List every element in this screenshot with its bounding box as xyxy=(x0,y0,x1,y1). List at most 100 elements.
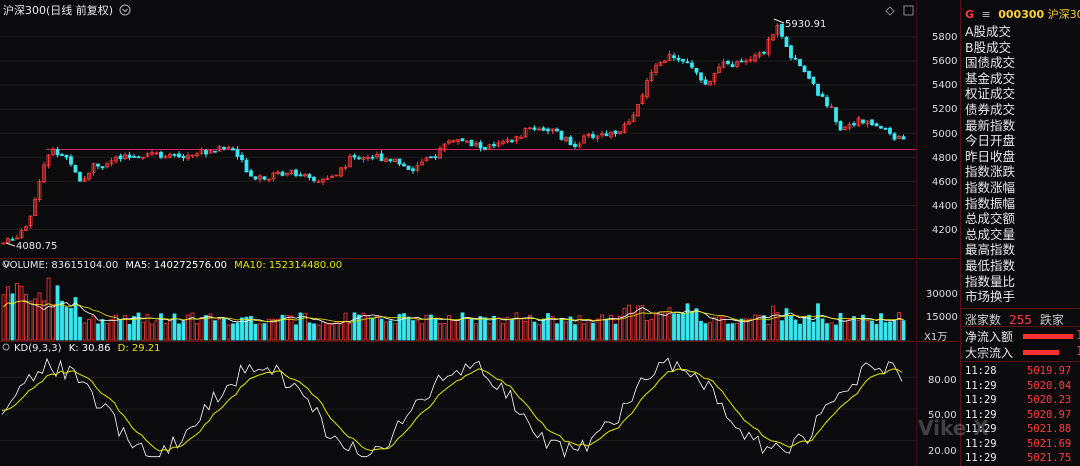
candle xyxy=(123,154,127,159)
volume-bar xyxy=(478,316,483,341)
k-label: K: 30.86 xyxy=(69,343,111,354)
candle xyxy=(483,146,487,150)
volume-bar xyxy=(204,315,208,341)
chart-title: 沪深300(日线 前复权) xyxy=(3,3,113,17)
candle xyxy=(717,66,721,74)
volume-bar xyxy=(816,303,820,341)
candle xyxy=(510,140,514,143)
volume-bars[interactable] xyxy=(1,277,906,341)
volume-bar xyxy=(271,318,276,341)
volume-bar xyxy=(780,320,784,341)
chevron-down-icon[interactable] xyxy=(119,4,131,16)
volume-bar xyxy=(879,313,883,341)
svg-text:KD(9,3,3) K: 30.86 D:: KD(9,3,3) K: 30.86 D: 29.21 xyxy=(14,343,161,354)
volume-bar xyxy=(762,315,766,341)
candle xyxy=(843,126,847,130)
gear-icon[interactable] xyxy=(2,343,10,351)
block-flow-label: 大宗流入 xyxy=(965,346,1014,360)
candle xyxy=(555,128,559,132)
candle xyxy=(384,158,388,162)
candle xyxy=(226,146,231,149)
volume-bar xyxy=(366,315,370,341)
volume-bar xyxy=(253,323,258,341)
volume-bar xyxy=(892,319,897,341)
tick-row: 11:29 5021.75 xyxy=(965,452,1072,464)
candle xyxy=(442,143,447,151)
candle xyxy=(370,156,375,159)
candle xyxy=(55,148,60,156)
volume-bar xyxy=(712,317,717,341)
volume-bar xyxy=(177,323,181,341)
volume-bar xyxy=(244,316,249,341)
volume-bar xyxy=(834,324,838,341)
kd-axis: 80.00 50.00 20.00 xyxy=(928,375,957,457)
candle xyxy=(901,136,906,140)
candle xyxy=(699,72,703,81)
candle xyxy=(145,153,150,157)
candle xyxy=(46,154,51,167)
volume-bar xyxy=(127,323,132,341)
gear-icon[interactable] xyxy=(2,260,10,268)
candle xyxy=(604,133,609,137)
candles[interactable] xyxy=(1,23,906,245)
diamond-icon[interactable] xyxy=(885,6,895,16)
security-code: 000300 xyxy=(998,8,1045,21)
candle xyxy=(285,172,289,176)
candle xyxy=(519,137,523,139)
volume-bar xyxy=(78,316,82,341)
candle xyxy=(415,165,420,171)
volume-bar xyxy=(82,322,87,341)
volume-bar xyxy=(69,307,73,341)
volume-bar xyxy=(541,318,546,341)
square-icon[interactable] xyxy=(903,5,914,16)
candle xyxy=(199,149,204,154)
kline-chart[interactable]: 沪深300(日线 前复权) VOLUME: 83615104.00 MA5: 1… xyxy=(0,0,958,466)
candle xyxy=(420,161,424,166)
candle xyxy=(393,158,397,163)
candle xyxy=(438,148,442,159)
candle xyxy=(897,135,901,139)
candle xyxy=(42,164,46,183)
candle xyxy=(672,55,676,59)
volume-bar xyxy=(51,304,55,341)
candle xyxy=(208,150,213,154)
chevron-down-icon[interactable] xyxy=(122,8,128,13)
net-flow-bar xyxy=(1023,334,1073,339)
volume-bar xyxy=(73,297,78,341)
candle xyxy=(87,172,91,180)
candle xyxy=(118,155,123,160)
volume-bar xyxy=(384,321,388,341)
volume-bar xyxy=(699,320,703,341)
field-label: 权证成交 xyxy=(965,86,1016,102)
candle xyxy=(694,67,699,73)
candle xyxy=(343,166,348,169)
candle xyxy=(501,141,505,144)
volume-bar xyxy=(159,313,163,341)
candle xyxy=(181,155,186,159)
candle xyxy=(352,155,357,158)
candle xyxy=(730,64,735,68)
volume-bar xyxy=(703,323,708,341)
svg-text:80.00: 80.00 xyxy=(928,375,957,386)
candle xyxy=(892,133,897,140)
ma10-line xyxy=(3,300,904,323)
volume-bar xyxy=(573,324,577,341)
field-label: 指数量比 xyxy=(965,273,1016,289)
candle xyxy=(267,178,271,181)
svg-text:50.00: 50.00 xyxy=(928,410,957,421)
menu-icon[interactable]: ≡ xyxy=(981,8,991,21)
volume-bar xyxy=(141,321,145,341)
volume-bar xyxy=(717,316,721,341)
volume-bar xyxy=(667,307,672,341)
net-flow-label: 净流入额 xyxy=(965,330,1014,344)
candle xyxy=(591,134,595,138)
g-badge[interactable]: G xyxy=(965,8,975,21)
candle xyxy=(532,127,537,130)
down-count-label: 跌家 xyxy=(1039,313,1064,327)
tick-row: 11:29 5020.23 xyxy=(965,394,1072,406)
volume-bar xyxy=(789,315,793,341)
candle xyxy=(447,140,451,144)
volume-bar xyxy=(658,311,663,341)
volume-bar xyxy=(501,323,505,341)
volume-bar xyxy=(37,292,42,341)
